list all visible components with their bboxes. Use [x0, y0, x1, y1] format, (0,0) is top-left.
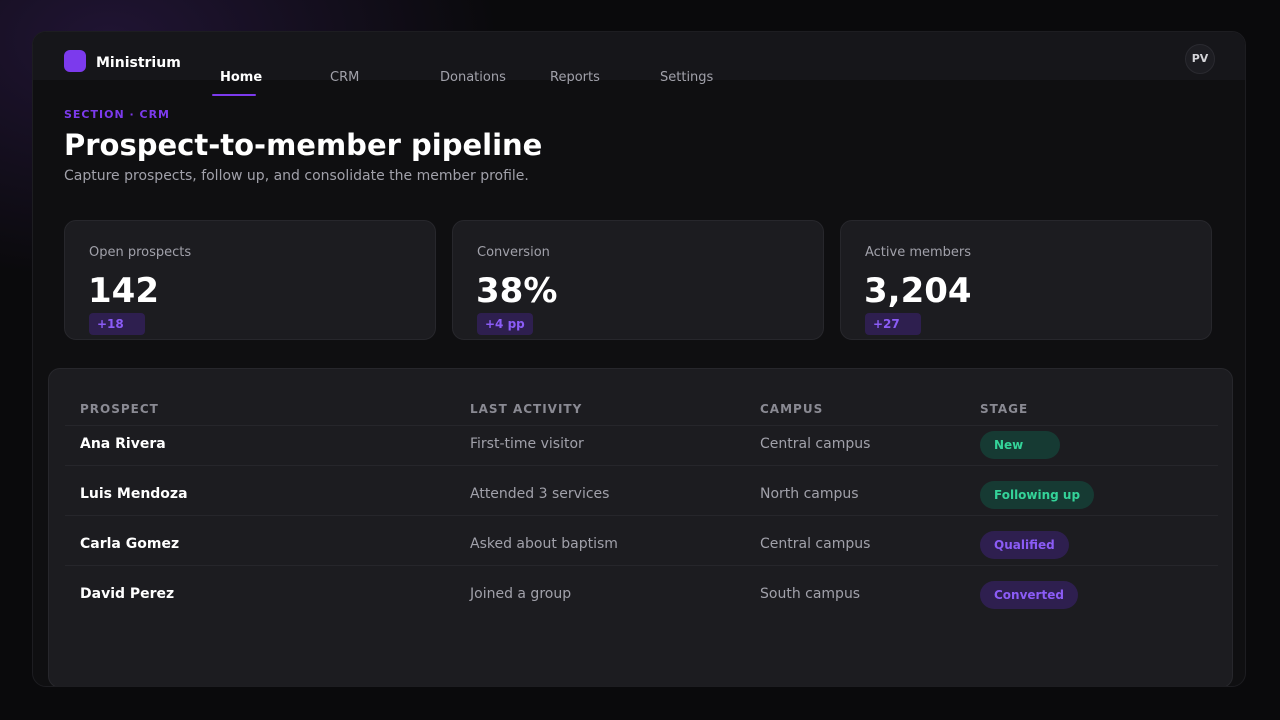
stage-badge: Following up	[980, 481, 1095, 509]
prospect-name: Luis Mendoza	[80, 486, 188, 502]
campus: Central campus	[760, 436, 871, 452]
row-divider	[65, 515, 1218, 516]
stage-badge: New	[980, 431, 1060, 459]
prospect-name: Ana Rivera	[80, 436, 166, 452]
kpi-card-open-prospects: Open prospects 142 +18	[64, 220, 436, 340]
last-activity: Joined a group	[470, 586, 572, 602]
stage-badge: Qualified	[980, 531, 1069, 559]
table-row[interactable]: David Perez Joined a group South campus …	[49, 569, 1232, 619]
kpi-value: 38%	[476, 271, 558, 311]
kpi-card-active-members: Active members 3,204 +27	[840, 220, 1212, 340]
prospects-table: PROSPECT LAST ACTIVITY CAMPUS STAGE Ana …	[48, 368, 1233, 686]
row-divider	[65, 465, 1218, 466]
last-activity: Attended 3 services	[470, 486, 610, 502]
kpi-label: Active members	[865, 245, 972, 260]
row-divider	[65, 565, 1218, 566]
campus: North campus	[760, 486, 859, 502]
prospect-name: David Perez	[80, 586, 175, 602]
nav-item-settings[interactable]: Settings	[660, 70, 714, 85]
brand-logo-icon	[64, 50, 86, 72]
kpi-card-conversion: Conversion 38% +4 pp	[452, 220, 824, 340]
prospect-name: Carla Gomez	[80, 536, 180, 552]
campus: South campus	[760, 586, 861, 602]
nav-item-home[interactable]: Home	[220, 70, 263, 85]
column-header-stage: STAGE	[980, 402, 1029, 416]
table-row[interactable]: Luis Mendoza Attended 3 services North c…	[49, 469, 1232, 519]
user-avatar[interactable]: PV	[1185, 44, 1215, 74]
kpi-value: 3,204	[864, 271, 972, 311]
top-bar	[33, 32, 1245, 80]
kpi-label: Conversion	[477, 245, 550, 260]
table-row[interactable]: Ana Rivera First-time visitor Central ca…	[49, 419, 1232, 469]
nav-item-donations[interactable]: Donations	[440, 70, 506, 85]
table-row[interactable]: Carla Gomez Asked about baptism Central …	[49, 519, 1232, 569]
last-activity: First-time visitor	[470, 436, 584, 452]
campus: Central campus	[760, 536, 871, 552]
kpi-delta-badge: +18	[89, 313, 145, 335]
nav-item-crm[interactable]: CRM	[330, 70, 360, 85]
stage-badge: Converted	[980, 581, 1078, 609]
section-label: SECTION · CRM	[64, 108, 170, 121]
kpi-label: Open prospects	[89, 245, 192, 260]
kpi-delta-badge: +4 pp	[477, 313, 533, 335]
nav-item-reports[interactable]: Reports	[550, 70, 600, 85]
row-divider	[65, 425, 1218, 426]
active-tab-indicator	[212, 94, 256, 96]
kpi-delta-badge: +27	[865, 313, 921, 335]
column-header-prospect: PROSPECT	[80, 402, 159, 416]
page-subtitle: Capture prospects, follow up, and consol…	[64, 168, 529, 184]
column-header-last-activity: LAST ACTIVITY	[470, 402, 583, 416]
page-title: Prospect-to-member pipeline	[64, 128, 543, 162]
brand-name: Ministrium	[96, 55, 181, 71]
kpi-value: 142	[88, 271, 159, 311]
app-window: Ministrium Home CRM Donations Reports Se…	[32, 31, 1246, 687]
last-activity: Asked about baptism	[470, 536, 618, 552]
column-header-campus: CAMPUS	[760, 402, 824, 416]
